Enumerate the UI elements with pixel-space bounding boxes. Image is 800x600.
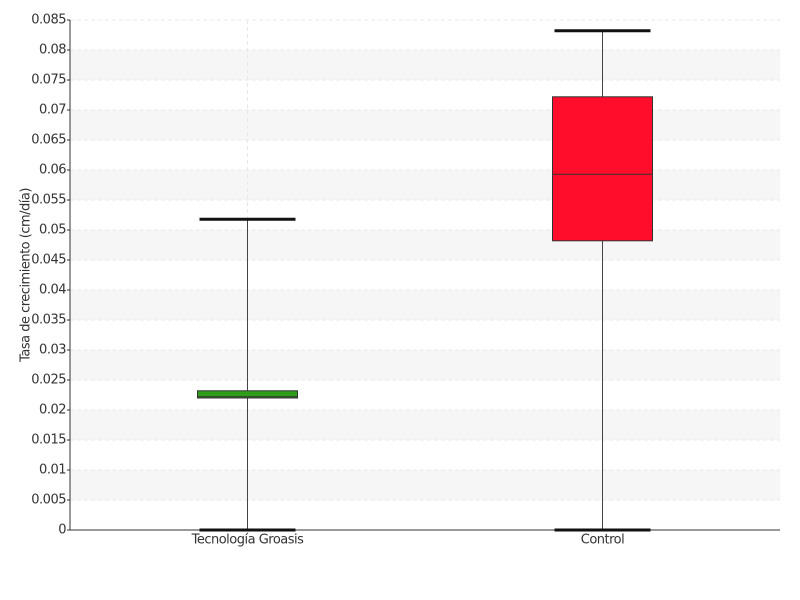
- y-tick-label: 0.005: [31, 493, 66, 508]
- y-tick-label: 0.03: [39, 343, 66, 358]
- y-tick-label: 0.02: [39, 403, 66, 418]
- x-tick-label: Tecnología Groasis: [191, 533, 305, 548]
- y-tick-label: 0.08: [39, 43, 66, 58]
- y-axis-label: Tasa de crecimiento (cm/día): [19, 188, 34, 363]
- grid-band: [70, 470, 780, 500]
- y-tick-label: 0.07: [39, 103, 66, 118]
- x-tick-label: Control: [581, 533, 625, 548]
- y-tick-label: 0.015: [31, 433, 66, 448]
- y-tick-label: 0.035: [31, 313, 66, 328]
- box: [552, 96, 653, 242]
- y-tick-label: 0.01: [39, 463, 66, 478]
- grid-band: [70, 170, 780, 200]
- y-tick-label: 0.045: [31, 253, 66, 268]
- y-tick-label: 0.085: [31, 13, 66, 28]
- grid-band: [70, 110, 780, 140]
- box: [197, 390, 298, 399]
- grid-band: [70, 410, 780, 440]
- y-tick-label: 0: [58, 523, 66, 538]
- y-tick-label: 0.075: [31, 73, 66, 88]
- y-tick-label: 0.04: [39, 283, 66, 298]
- y-tick-label: 0.065: [31, 133, 66, 148]
- y-tick-label: 0.055: [31, 193, 66, 208]
- grid-band: [70, 230, 780, 260]
- grid-band: [70, 350, 780, 380]
- grid-band: [70, 290, 780, 320]
- y-tick-label: 0.025: [31, 373, 66, 388]
- y-tick-label: 0.06: [39, 163, 66, 178]
- grid-band: [70, 50, 780, 80]
- y-tick-label: 0.05: [39, 223, 66, 238]
